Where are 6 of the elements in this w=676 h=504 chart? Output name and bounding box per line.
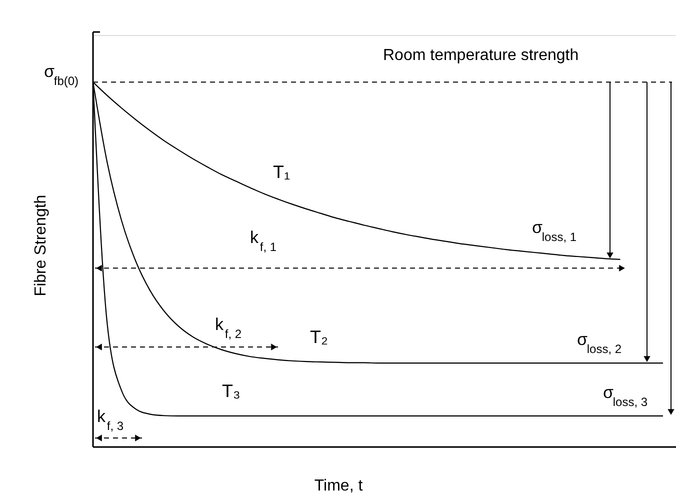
x-axis-title: Time, t — [314, 478, 364, 494]
series-label: T₃ — [222, 381, 240, 401]
y-axis-title: Fibre Strength — [32, 194, 50, 296]
ref-line-label: Room temperature strength — [383, 47, 579, 64]
legend-label: T₂ — [310, 327, 328, 347]
series-label: T₁ — [273, 162, 290, 182]
